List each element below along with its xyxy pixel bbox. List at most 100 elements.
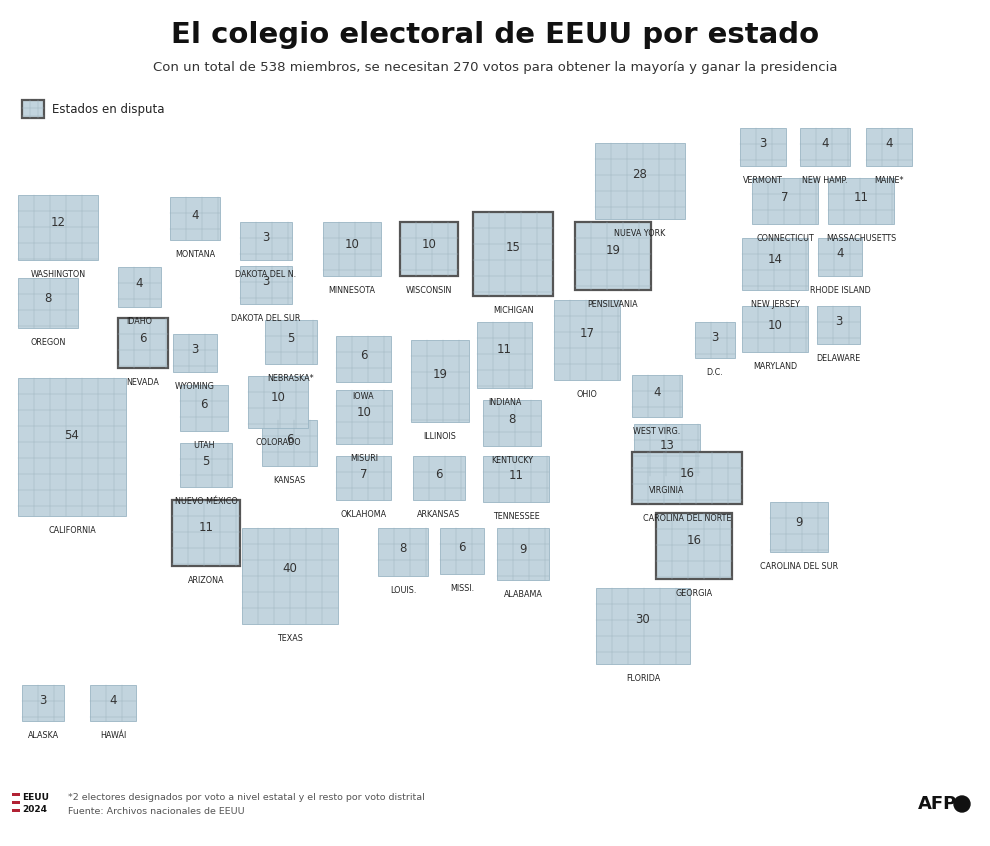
Text: COLORADO: COLORADO — [255, 438, 301, 447]
Text: 13: 13 — [659, 439, 674, 453]
Text: 4: 4 — [136, 277, 144, 290]
Text: NEVADA: NEVADA — [127, 378, 159, 387]
Text: 10: 10 — [356, 406, 371, 419]
Bar — [12, 801, 20, 805]
Text: 8: 8 — [399, 541, 407, 555]
Text: FLORIDA: FLORIDA — [626, 674, 660, 683]
Text: TENNESSEE: TENNESSEE — [493, 512, 540, 521]
Text: 9: 9 — [519, 543, 527, 557]
Text: 14: 14 — [767, 253, 782, 266]
Text: MONTANA: MONTANA — [175, 250, 215, 259]
Text: NUEVA YORK: NUEVA YORK — [615, 229, 665, 238]
Bar — [265, 320, 317, 364]
Bar — [18, 195, 98, 260]
Text: 7: 7 — [781, 191, 789, 204]
Text: LOUIS.: LOUIS. — [390, 586, 416, 595]
Text: 15: 15 — [506, 241, 521, 254]
Text: 5: 5 — [202, 455, 210, 468]
Bar — [411, 340, 469, 422]
Bar — [595, 143, 685, 219]
Bar — [818, 238, 862, 276]
Text: KANSAS: KANSAS — [273, 476, 306, 485]
Bar — [575, 222, 651, 290]
Text: 4: 4 — [822, 137, 829, 151]
Bar — [695, 322, 735, 358]
Text: HAWÁI: HAWÁI — [100, 731, 126, 740]
Text: CAROLINA DEL SUR: CAROLINA DEL SUR — [760, 562, 839, 571]
Text: VERMONT: VERMONT — [743, 176, 783, 185]
Text: MISSI.: MISSI. — [449, 584, 474, 593]
Text: CALIFORNIA: CALIFORNIA — [49, 526, 96, 535]
Text: ILLINOIS: ILLINOIS — [424, 432, 456, 441]
Text: ARKANSAS: ARKANSAS — [418, 510, 460, 519]
Text: Fuente: Archivos nacionales de EEUU: Fuente: Archivos nacionales de EEUU — [68, 806, 245, 816]
Text: 4: 4 — [885, 137, 893, 151]
Bar — [242, 528, 338, 624]
Text: *2 electores designados por voto a nivel estatal y el resto por voto distrital: *2 electores designados por voto a nivel… — [68, 794, 425, 803]
Bar — [634, 424, 700, 476]
Text: 3: 3 — [835, 316, 842, 328]
Text: DAKOTA DEL SUR: DAKOTA DEL SUR — [232, 314, 301, 323]
Bar — [400, 222, 458, 276]
Bar — [473, 212, 553, 296]
Bar — [378, 528, 428, 576]
Bar — [477, 322, 532, 388]
Bar — [118, 318, 168, 368]
Text: MAINE*: MAINE* — [874, 176, 904, 185]
Bar — [12, 797, 20, 800]
Bar — [440, 528, 484, 574]
Bar — [740, 128, 786, 166]
Text: 2024: 2024 — [22, 805, 47, 815]
Bar — [323, 222, 381, 276]
Text: MICHIGAN: MICHIGAN — [493, 306, 534, 315]
Text: AFP: AFP — [918, 795, 957, 813]
Bar — [22, 100, 44, 118]
Bar — [413, 456, 465, 500]
Bar — [12, 793, 20, 796]
Text: 4: 4 — [109, 694, 117, 706]
Bar — [554, 300, 620, 380]
Bar — [180, 443, 232, 487]
Text: GEORGIA: GEORGIA — [675, 589, 713, 598]
Bar — [632, 452, 742, 504]
Bar — [817, 306, 860, 344]
Bar — [18, 378, 126, 516]
Text: NEW HAMP.: NEW HAMP. — [802, 176, 847, 185]
Text: ALABAMA: ALABAMA — [504, 590, 543, 599]
Bar — [742, 306, 808, 352]
Text: 11: 11 — [509, 469, 524, 482]
Bar — [336, 456, 391, 500]
Text: 3: 3 — [262, 276, 269, 288]
Text: 6: 6 — [458, 541, 465, 554]
Bar — [170, 197, 220, 240]
Text: 10: 10 — [270, 392, 285, 404]
Bar — [656, 513, 732, 579]
Bar — [240, 222, 292, 260]
Text: 10: 10 — [345, 239, 359, 251]
Bar — [752, 178, 818, 224]
Text: 4: 4 — [191, 209, 199, 222]
Text: ARIZONA: ARIZONA — [188, 576, 225, 585]
Text: 11: 11 — [853, 191, 868, 204]
Bar — [262, 420, 317, 466]
Bar — [336, 336, 391, 382]
Text: DELAWARE: DELAWARE — [817, 354, 860, 363]
Text: 6: 6 — [286, 433, 293, 446]
Text: DAKOTA DEL N.: DAKOTA DEL N. — [236, 270, 297, 279]
Bar — [12, 805, 20, 809]
Text: 3: 3 — [711, 331, 719, 343]
Circle shape — [954, 796, 970, 812]
Bar — [828, 178, 894, 224]
Bar — [800, 128, 850, 166]
Bar — [22, 685, 64, 721]
Text: TEXAS: TEXAS — [277, 634, 303, 643]
Bar — [240, 266, 292, 304]
Text: 19: 19 — [606, 244, 621, 257]
Text: 19: 19 — [433, 368, 447, 381]
Text: 3: 3 — [262, 232, 269, 244]
Text: NEBRASKA*: NEBRASKA* — [267, 374, 314, 383]
Text: CONNECTICUT: CONNECTICUT — [756, 234, 814, 243]
Text: Estados en disputa: Estados en disputa — [52, 102, 164, 116]
Bar — [248, 376, 308, 428]
Bar — [742, 238, 808, 290]
